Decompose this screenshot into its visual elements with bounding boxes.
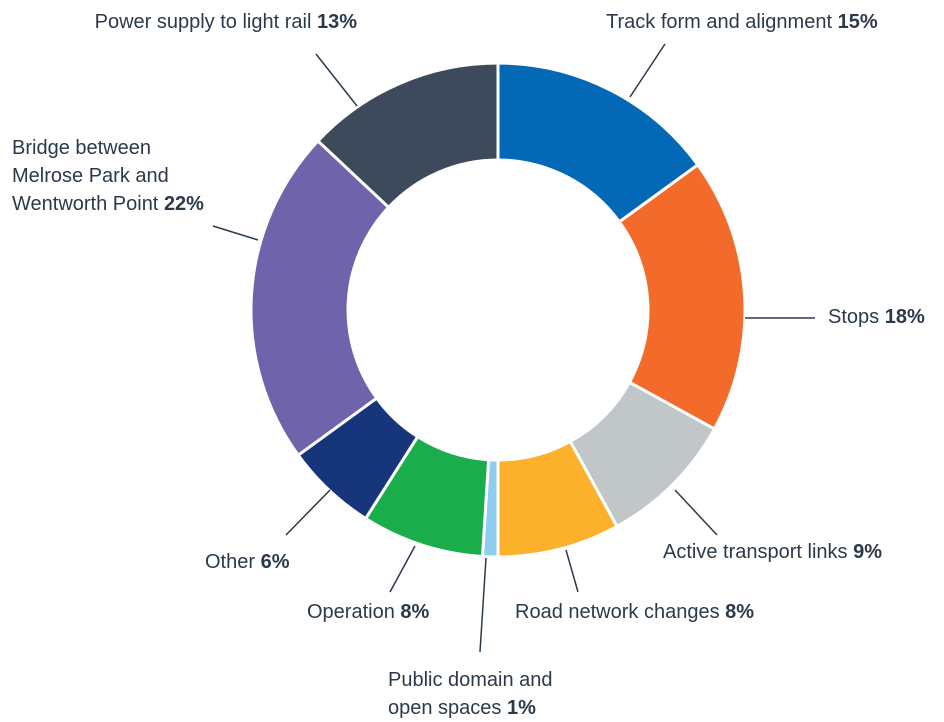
leader-line (674, 489, 718, 536)
segment-label: Track form and alignment 15% (606, 8, 878, 36)
segment-label: Power supply to light rail 13% (95, 8, 357, 36)
category-name: Track form and alignment (606, 11, 833, 33)
leader-line (285, 489, 331, 536)
category-name: Public domain and open spaces (388, 669, 553, 719)
leader-line (389, 545, 416, 593)
donut-segment (315, 61, 500, 210)
leader-line (315, 53, 358, 107)
value-label: 13% (316, 11, 357, 33)
value-label: 8% (400, 601, 430, 623)
category-name: Active transport links (663, 541, 848, 563)
segment-label: Road network changes 8% (515, 598, 754, 626)
value-label: 1% (506, 697, 536, 719)
leader-line (212, 225, 259, 241)
leader-line (565, 549, 579, 593)
donut-segment (249, 138, 391, 458)
category-name: Operation (307, 601, 395, 623)
category-name: Stops (828, 306, 880, 328)
value-label: 18% (884, 306, 925, 328)
value-label: 15% (837, 11, 878, 33)
segment-label: Active transport links 9% (663, 538, 882, 566)
segment-label: Stops 18% (828, 303, 925, 331)
category-name: Road network changes (515, 601, 720, 623)
leader-line (629, 43, 666, 98)
value-label: 22% (163, 193, 204, 215)
segment-label: Other 6% (205, 548, 290, 576)
segment-label: Bridge between Melrose Park and Wentwort… (12, 134, 204, 218)
segment-label: Public domain and open spaces 1% (388, 666, 553, 722)
leader-line (479, 557, 487, 653)
category-name: Bridge between Melrose Park and Wentwort… (12, 137, 169, 215)
value-label: 6% (260, 551, 290, 573)
value-label: 9% (853, 541, 882, 563)
donut-segment (617, 162, 747, 432)
value-label: 8% (725, 601, 755, 623)
category-name: Other (205, 551, 256, 573)
category-name: Power supply to light rail (94, 11, 312, 33)
segment-label: Operation 8% (307, 598, 429, 626)
